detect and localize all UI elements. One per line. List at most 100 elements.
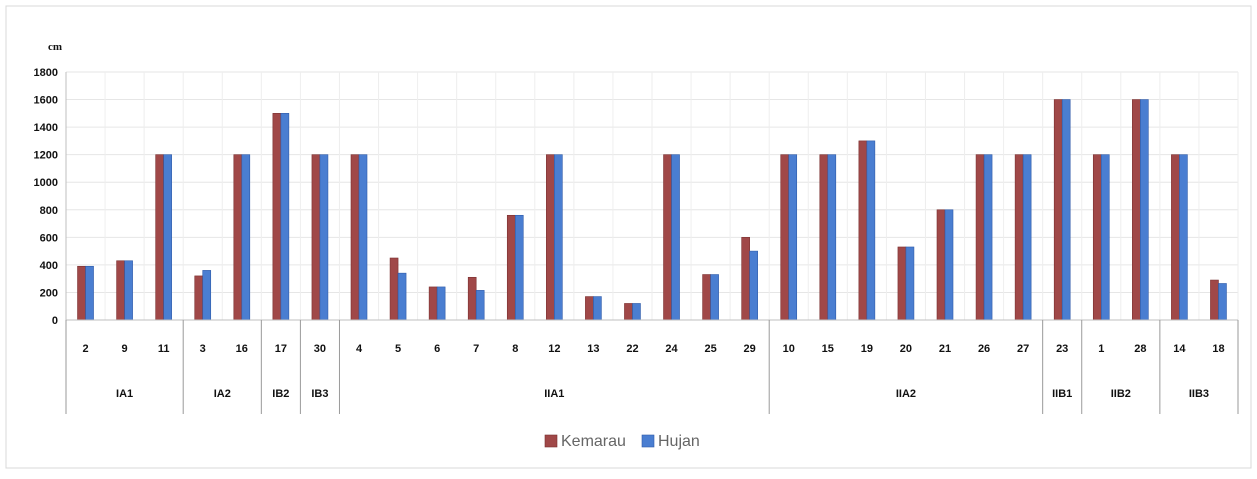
bar-hujan [319, 154, 329, 321]
x-category-label: 3 [200, 343, 206, 355]
x-category-label: 12 [548, 343, 560, 355]
x-category-label: 20 [900, 343, 912, 355]
bar-kemarau [546, 154, 555, 321]
bar-kemarau [311, 154, 321, 321]
bar-hujan [514, 214, 524, 321]
bar-kemarau [1210, 279, 1219, 321]
bar-kemarau [389, 257, 399, 321]
x-category-label: 11 [158, 343, 170, 355]
y-axis: 0 200 400 600 800 1000 1200 1400 1600 1800 [34, 67, 67, 327]
bar-kemarau [897, 246, 907, 321]
bar-hujan [280, 113, 290, 321]
bar-hujan [1061, 99, 1071, 321]
bar-hujan [827, 154, 837, 321]
bar-hujan [710, 274, 719, 321]
bar-hujan [749, 250, 758, 321]
y-tick-label: 1400 [34, 122, 58, 134]
bar-kemarau [467, 276, 477, 321]
bar-kemarau [975, 154, 985, 321]
bar-hujan [1022, 154, 1032, 321]
y-tick-label: 600 [40, 232, 58, 244]
x-category-label: 19 [861, 343, 873, 355]
x-category-label: 1 [1098, 343, 1104, 355]
bar-hujan [358, 154, 368, 321]
y-tick-label: 200 [40, 287, 58, 299]
x-category-label: 23 [1056, 343, 1068, 355]
x-category-label: 25 [704, 343, 716, 355]
legend: Kemarau Hujan [544, 433, 700, 450]
y-tick-label: 800 [40, 205, 58, 217]
bar-kemarau [702, 274, 711, 321]
y-tick-label: 0 [52, 315, 58, 327]
bar-kemarau [194, 275, 204, 321]
bar-hujan [1218, 283, 1227, 321]
x-category-label: 8 [512, 343, 518, 355]
bar-hujan [1100, 154, 1110, 321]
x-category-label: 26 [978, 343, 990, 355]
x-category-label: 18 [1212, 343, 1224, 355]
x-category-label: 9 [122, 343, 128, 355]
bar-hujan [671, 154, 680, 321]
x-category-label: 22 [626, 343, 638, 355]
bar-kemarau [1014, 154, 1024, 321]
y-axis-unit-label: cm [48, 41, 62, 53]
y-tick-label: 1800 [34, 67, 58, 79]
y-tick-label: 1000 [34, 177, 58, 189]
x-category-label: 13 [587, 343, 599, 355]
x-category-label: 4 [356, 343, 363, 355]
bar-hujan [632, 303, 641, 321]
y-tick-label: 1600 [34, 95, 58, 107]
y-tick-label: 400 [40, 260, 58, 272]
bar-kemarau [350, 154, 360, 321]
bar-kemarau [780, 154, 790, 321]
x-group-label: IIB1 [1052, 388, 1072, 400]
bar-hujan [475, 290, 485, 321]
bar-hujan [124, 260, 133, 321]
x-group-label: IIB2 [1111, 388, 1131, 400]
x-group-label: IIB3 [1189, 388, 1209, 400]
x-group-label: IIA2 [896, 388, 916, 400]
x-category-label: 10 [783, 343, 795, 355]
x-category-label: 29 [744, 343, 756, 355]
x-group-label: IB2 [272, 388, 289, 400]
bar-kemarau [1092, 154, 1102, 321]
bar-kemarau [1132, 99, 1141, 321]
bar-hujan [866, 140, 876, 321]
legend-label-kemarau: Kemarau [561, 433, 626, 450]
legend-swatch-kemarau [544, 434, 558, 448]
x-group-label: IIA1 [544, 388, 564, 400]
bar-hujan [436, 286, 446, 321]
bar-hujan [593, 296, 602, 321]
legend-swatch-hujan [641, 434, 655, 448]
bar-kemarau [858, 140, 868, 321]
bar-hujan [905, 246, 915, 321]
x-group-label: IB3 [311, 388, 328, 400]
bar-kemarau [741, 237, 750, 321]
bar-hujan [983, 154, 993, 321]
bar-hujan [202, 270, 212, 321]
bar-hujan [397, 272, 407, 321]
x-category-label: 14 [1173, 343, 1186, 355]
bar-kemarau [506, 214, 516, 321]
bar-hujan [85, 265, 94, 321]
bar-kemarau [1053, 99, 1063, 321]
x-category-label: 17 [275, 343, 287, 355]
bar-kemarau [77, 265, 86, 321]
x-group-label: IA1 [116, 388, 133, 400]
x-category-label: 28 [1134, 343, 1146, 355]
bar-hujan [163, 154, 172, 321]
x-category-label: 16 [236, 343, 248, 355]
legend-label-hujan: Hujan [658, 433, 700, 450]
x-axis: 2 9 11 3 16 17 30 4 5 6 7 8 12 13 22 24 25 29 10 15 19 20 21 26… [65, 319, 1239, 414]
bar-kemarau [819, 154, 829, 321]
x-category-label: 15 [822, 343, 834, 355]
x-category-label: 24 [665, 343, 678, 355]
x-category-label: 5 [395, 343, 401, 355]
x-category-label: 27 [1017, 343, 1029, 355]
bar-kemarau [272, 113, 282, 321]
bar-hujan [241, 154, 251, 321]
bar-kemarau [624, 303, 633, 321]
x-category-label: 30 [314, 343, 326, 355]
